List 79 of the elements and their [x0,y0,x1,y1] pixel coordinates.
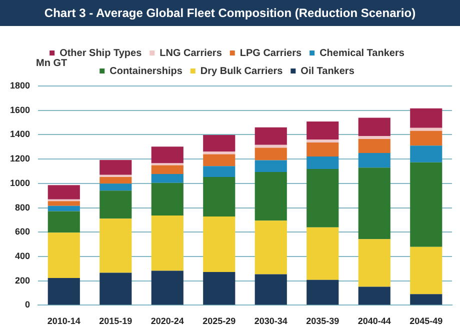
bar [100,184,132,191]
bar [203,176,236,217]
bar [358,239,390,287]
x-tick-label: 2030-34 [254,316,288,326]
bar [254,172,287,221]
bar [254,274,287,305]
bar [358,168,390,240]
bar [254,160,287,172]
bar [358,138,390,153]
x-tick-label: 2020-24 [150,316,184,326]
bar [306,169,339,228]
bar [100,176,132,184]
bar [203,272,236,305]
bar [358,286,390,305]
bar [151,146,184,164]
bar [306,227,339,280]
bar [48,211,80,233]
bar [100,218,132,273]
bar [203,152,236,154]
bar [410,108,442,128]
bar [358,118,390,136]
bar [306,140,339,143]
bar [48,185,80,200]
bar [203,166,236,177]
y-tick-label: 800 [14,202,30,212]
x-tick-label: 2045-49 [410,316,443,326]
legend-label: Other Ship Types [60,48,142,59]
x-tick-label: 2010-14 [47,316,80,326]
bar [254,148,287,160]
bar [306,156,339,170]
bar [254,127,287,145]
bar [306,280,339,305]
bar [410,294,442,305]
bar [410,246,442,294]
bar [203,154,236,166]
bar [100,190,132,219]
legend-label: Dry Bulk Carriers [200,66,284,77]
y-tick-label: 1600 [10,104,30,115]
y-axis-title: Mn GT [36,58,68,69]
bar [151,215,184,271]
x-tick-label: 2015-19 [99,316,132,326]
bar [151,182,184,216]
legend-label: LPG Carriers [240,48,302,59]
y-tick-label: 0 [25,300,30,310]
bar [358,152,390,168]
bar [48,206,80,212]
legend-label: Chemical Tankers [320,48,405,59]
bar [306,142,339,157]
y-tick-label: 200 [14,275,30,286]
legend-label: Containerships [110,66,183,77]
y-tick-label: 1400 [10,129,30,140]
bar [151,174,184,183]
bar [306,122,339,140]
bar [410,128,442,131]
legend-label: Oil Tankers [300,66,355,77]
y-tick-label: 600 [14,226,30,237]
bar [151,270,184,305]
bar [48,278,80,305]
bar [203,216,236,272]
bar [410,162,442,247]
x-tick-label: 2025-29 [202,316,236,326]
bar [100,160,132,175]
legend-label: LNG Carriers [160,48,222,59]
bar [48,232,80,278]
bar [410,130,442,146]
bar [151,165,184,174]
bar [203,134,236,152]
bar [254,220,287,274]
y-tick-label: 400 [14,250,30,261]
bar [410,146,442,162]
y-tick-label: 1000 [10,178,30,188]
y-tick-label: 1800 [10,80,30,90]
y-tick-label: 1200 [10,154,30,164]
bar [48,201,80,206]
chart-title: Chart 3 - Average Global Fleet Composition (Reduction Scenario) [0,0,460,26]
x-tick-label: 2040-44 [358,316,391,326]
bar [100,272,132,305]
x-tick-label: 2035-39 [306,316,340,326]
bar [358,136,390,139]
